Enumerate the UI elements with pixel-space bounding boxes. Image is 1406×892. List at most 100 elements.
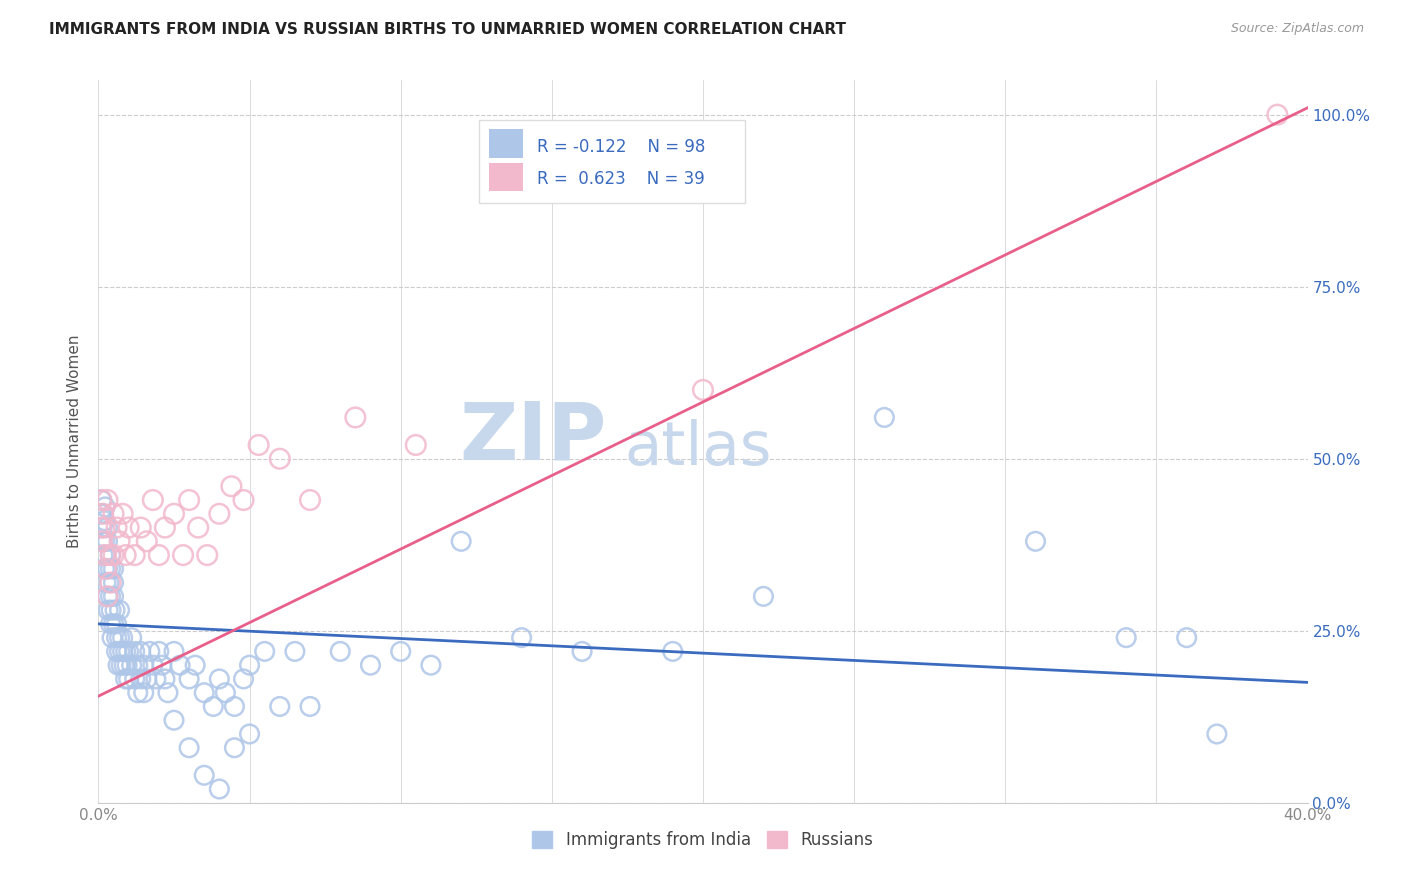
Point <box>145 672 167 686</box>
Point <box>156 686 179 700</box>
Point <box>284 644 307 658</box>
FancyBboxPatch shape <box>479 120 745 203</box>
Point <box>90 493 112 508</box>
Point <box>179 672 201 686</box>
Point <box>114 672 136 686</box>
Point <box>100 603 122 617</box>
Point <box>127 686 149 700</box>
Point <box>232 672 254 686</box>
Point <box>193 686 215 700</box>
FancyBboxPatch shape <box>489 129 523 158</box>
Point <box>100 616 122 631</box>
Point <box>214 686 236 700</box>
Point <box>142 493 165 508</box>
Point <box>269 699 291 714</box>
Point <box>110 658 132 673</box>
Point <box>105 520 128 534</box>
Point <box>208 782 231 797</box>
Point <box>114 644 136 658</box>
Point <box>108 534 131 549</box>
Point <box>344 410 367 425</box>
Point <box>93 514 115 528</box>
Point <box>208 672 231 686</box>
Point <box>96 520 118 534</box>
Point <box>101 631 124 645</box>
Point <box>108 631 131 645</box>
Point <box>96 590 118 604</box>
Point <box>253 644 276 658</box>
Point <box>100 548 122 562</box>
Point <box>91 507 114 521</box>
Point <box>153 672 176 686</box>
Point <box>90 534 112 549</box>
Point <box>112 658 135 673</box>
Point <box>129 520 152 534</box>
Point <box>114 548 136 562</box>
Point <box>103 507 125 521</box>
FancyBboxPatch shape <box>489 162 523 191</box>
Point <box>94 575 117 590</box>
Point <box>1024 534 1046 549</box>
Point <box>299 699 322 714</box>
Point <box>127 658 149 673</box>
Point <box>97 603 120 617</box>
Point <box>124 644 146 658</box>
Point <box>111 631 134 645</box>
Point <box>103 590 125 604</box>
Point <box>124 672 146 686</box>
Text: ZIP: ZIP <box>458 399 606 477</box>
Point <box>132 658 155 673</box>
Point <box>105 631 128 645</box>
Point <box>179 740 201 755</box>
Point <box>184 658 207 673</box>
Point <box>1206 727 1229 741</box>
Point <box>91 534 114 549</box>
Point <box>93 548 115 562</box>
Point <box>104 603 127 617</box>
Point <box>108 603 131 617</box>
Point <box>118 672 141 686</box>
Point <box>105 644 128 658</box>
Point <box>121 631 143 645</box>
Point <box>111 507 134 521</box>
Point <box>208 507 231 521</box>
Point <box>163 644 186 658</box>
Point <box>405 438 427 452</box>
Point <box>93 562 115 576</box>
Point <box>172 548 194 562</box>
Point <box>163 507 186 521</box>
Point <box>135 672 157 686</box>
Point <box>135 534 157 549</box>
Point <box>148 548 170 562</box>
Point <box>389 644 412 658</box>
Point <box>510 631 533 645</box>
Point <box>142 658 165 673</box>
Point <box>96 590 118 604</box>
Text: R = -0.122    N = 98: R = -0.122 N = 98 <box>537 138 706 156</box>
Point <box>124 548 146 562</box>
Point <box>661 644 683 658</box>
Point <box>153 520 176 534</box>
Text: IMMIGRANTS FROM INDIA VS RUSSIAN BIRTHS TO UNMARRIED WOMEN CORRELATION CHART: IMMIGRANTS FROM INDIA VS RUSSIAN BIRTHS … <box>49 22 846 37</box>
Point <box>90 507 112 521</box>
Point <box>269 451 291 466</box>
Point <box>299 493 322 508</box>
Point <box>108 644 131 658</box>
Point <box>118 520 141 534</box>
Point <box>105 616 128 631</box>
Point <box>103 562 125 576</box>
Point <box>360 658 382 673</box>
Point <box>450 534 472 549</box>
Point <box>93 534 115 549</box>
Point <box>221 479 243 493</box>
Point <box>94 548 117 562</box>
Point <box>239 658 262 673</box>
Point <box>129 644 152 658</box>
Point <box>1175 631 1198 645</box>
Point <box>103 616 125 631</box>
Point <box>118 644 141 658</box>
Point <box>232 493 254 508</box>
Point <box>90 493 112 508</box>
Text: R =  0.623    N = 39: R = 0.623 N = 39 <box>537 170 704 188</box>
Point <box>100 590 122 604</box>
